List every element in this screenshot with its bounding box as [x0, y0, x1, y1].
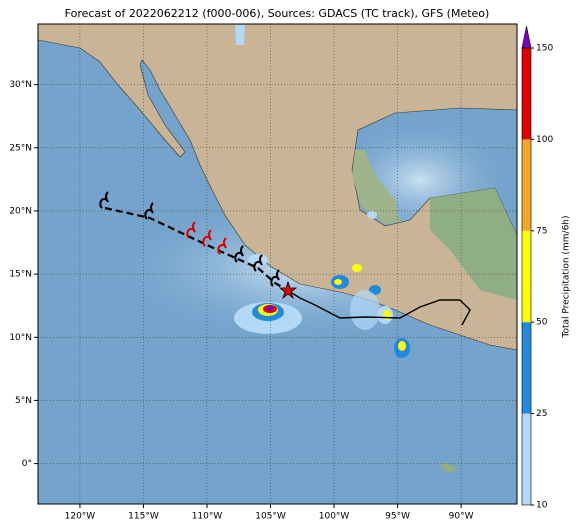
colorbar-segment	[522, 322, 531, 414]
lowland	[430, 188, 517, 300]
colorbar-tick-label: 150	[536, 44, 553, 54]
colorbar-tick-label: 75	[536, 226, 547, 236]
x-tick-label: 90°W	[449, 512, 474, 522]
graticule	[38, 24, 517, 504]
island	[440, 462, 457, 472]
map-title: Forecast of 2022062212 (f000-006), Sourc…	[65, 7, 490, 20]
precip-area	[235, 25, 245, 45]
x-tick-label: 120°W	[65, 512, 96, 522]
colorbar-frame	[521, 47, 532, 506]
y-tick-label: 30°N	[9, 80, 32, 90]
y-tick-label: 5°N	[15, 396, 32, 406]
storm-symbols	[99, 191, 280, 287]
colorbar-segment	[522, 413, 531, 505]
forecast-track	[104, 206, 288, 291]
y-tick-label: 15°N	[9, 270, 32, 280]
x-tick-label: 110°W	[192, 512, 223, 522]
colorbar-segment	[522, 48, 531, 140]
y-tick-label: 20°N	[9, 206, 32, 216]
x-tick-label: 115°W	[128, 512, 159, 522]
precip-area	[334, 279, 342, 285]
colorbar-tick-label: 10	[536, 501, 548, 511]
precip-area	[398, 341, 406, 351]
precip-area	[352, 264, 362, 272]
past-track	[286, 289, 471, 326]
lowland	[352, 150, 400, 224]
precip-area	[248, 254, 268, 266]
x-tick-label: 100°W	[319, 512, 350, 522]
y-tick-label: 0°	[22, 459, 32, 469]
x-tick-label: 105°W	[255, 512, 286, 522]
precip-area	[383, 310, 391, 320]
colorbar-segment	[522, 230, 531, 323]
y-tick-label: 25°N	[9, 143, 32, 153]
precip-area	[266, 305, 274, 311]
colorbar-tick-label: 25	[536, 409, 547, 419]
colorbar-segment	[522, 139, 531, 231]
colorbar-tick-label: 100	[536, 135, 553, 145]
y-tick-label: 10°N	[9, 333, 32, 343]
precip-area	[350, 290, 380, 330]
precip-area	[367, 211, 377, 219]
colorbar-extend	[521, 25, 532, 49]
plot-frame	[37, 23, 518, 505]
x-tick-label: 95°W	[385, 512, 410, 522]
colorbar: 10 25 50 75 100 150 Total Precipitation (mm/6h…	[521, 25, 572, 511]
basemap	[38, 24, 517, 504]
colorbar-tick-label: 50	[536, 318, 548, 328]
current-position	[278, 280, 298, 300]
colorbar-label: Total Precipitation (mm/6h)	[562, 215, 572, 338]
